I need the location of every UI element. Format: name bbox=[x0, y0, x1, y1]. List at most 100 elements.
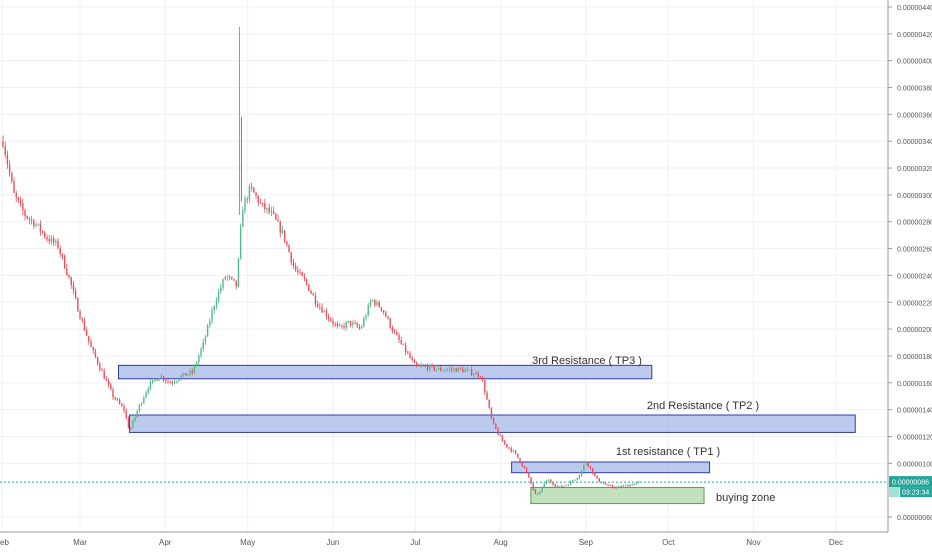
candle-body bbox=[213, 305, 215, 311]
candle-body bbox=[270, 211, 273, 213]
candle-body bbox=[519, 458, 521, 463]
candle-body bbox=[607, 484, 609, 486]
candle-body bbox=[55, 240, 57, 243]
candle-body bbox=[279, 221, 281, 233]
tp3-label: 3rd Resistance ( TP3 ) bbox=[532, 355, 642, 367]
candle-body bbox=[602, 482, 605, 484]
candle-body bbox=[176, 380, 178, 383]
candle-body bbox=[462, 368, 464, 373]
candle-body bbox=[521, 462, 523, 467]
candle-body bbox=[204, 336, 207, 342]
candle-body bbox=[629, 484, 631, 487]
candle-body bbox=[6, 154, 9, 165]
resistance-zone-box[interactable] bbox=[128, 414, 856, 433]
candle-body bbox=[473, 374, 475, 376]
candle-body bbox=[598, 478, 600, 482]
candle-body bbox=[224, 277, 226, 280]
countdown-label: 03:23:34 bbox=[902, 490, 929, 497]
candle-body bbox=[334, 324, 336, 325]
candle-body bbox=[576, 477, 578, 480]
candle-body bbox=[633, 483, 636, 486]
candle-body bbox=[532, 483, 534, 490]
candle-body bbox=[585, 461, 587, 465]
candle-body bbox=[83, 320, 86, 331]
candle-body bbox=[404, 344, 407, 353]
candle-body bbox=[534, 489, 537, 494]
candle-body bbox=[547, 479, 550, 482]
candle-body bbox=[429, 365, 431, 370]
candle-body bbox=[369, 301, 372, 306]
tp1-label: 1st resistance ( TP1 ) bbox=[616, 446, 720, 458]
candle-body bbox=[184, 372, 187, 376]
candle-body bbox=[536, 493, 539, 495]
candle-body bbox=[312, 293, 314, 296]
candle-body bbox=[46, 236, 48, 240]
x-tick-label: Mar bbox=[73, 538, 87, 547]
candle-body bbox=[580, 470, 583, 476]
grid bbox=[0, 0, 888, 532]
candle-body bbox=[426, 366, 429, 370]
candle-body bbox=[484, 380, 486, 393]
candle-body bbox=[301, 272, 303, 277]
candle-body bbox=[437, 367, 440, 370]
candle-body bbox=[587, 461, 589, 467]
candle-body bbox=[143, 397, 145, 404]
candle-body bbox=[358, 326, 361, 329]
resistance-zone-box[interactable] bbox=[511, 461, 711, 474]
candle-body bbox=[453, 368, 455, 370]
candle-body bbox=[226, 276, 229, 278]
candle-body bbox=[396, 332, 398, 336]
candle-body bbox=[622, 485, 625, 488]
candle-body bbox=[415, 362, 418, 366]
candle-body bbox=[389, 318, 391, 328]
candle-body bbox=[323, 310, 325, 313]
candle-body bbox=[422, 365, 424, 367]
candle-body bbox=[605, 483, 607, 485]
candle-body bbox=[376, 301, 378, 306]
candle-body bbox=[424, 365, 427, 367]
candle-body bbox=[48, 239, 50, 242]
x-tick-label: Jun bbox=[326, 538, 339, 547]
current-price-line: 0.00000086 03:23:34 bbox=[0, 476, 932, 498]
candle-body bbox=[409, 353, 411, 358]
candle-body bbox=[11, 173, 13, 182]
y-tick-label: 0.00000060 bbox=[897, 515, 932, 522]
candle-body bbox=[281, 230, 284, 233]
y-tick-label: 0.00000180 bbox=[897, 354, 932, 361]
candle-body bbox=[286, 241, 288, 246]
candle-body bbox=[501, 435, 504, 442]
candle-body bbox=[85, 330, 88, 336]
candles bbox=[2, 27, 640, 496]
candle-body bbox=[277, 219, 279, 222]
candle-body bbox=[105, 378, 108, 381]
candle-body bbox=[74, 290, 77, 299]
candle-body bbox=[382, 310, 385, 313]
candle-body bbox=[4, 146, 6, 155]
candle-body bbox=[283, 230, 286, 242]
y-tick-label: 0.00000360 bbox=[897, 112, 932, 119]
candle-body bbox=[347, 320, 350, 323]
candle-body bbox=[244, 198, 246, 211]
candle-body bbox=[68, 274, 70, 278]
candle-body bbox=[479, 376, 482, 378]
buying-zone-box[interactable] bbox=[530, 486, 705, 505]
candle-body bbox=[297, 270, 299, 273]
candle-body bbox=[360, 326, 363, 329]
candle-body bbox=[125, 410, 127, 418]
y-tick-label: 0.00000220 bbox=[897, 300, 932, 307]
candle-body bbox=[594, 473, 596, 476]
candle-body bbox=[145, 392, 147, 398]
candle-body bbox=[250, 186, 253, 188]
candle-body bbox=[572, 480, 574, 482]
candle-body bbox=[160, 376, 163, 379]
candle-body bbox=[103, 371, 105, 379]
candle-body bbox=[35, 224, 37, 227]
zones bbox=[117, 364, 856, 505]
candle-body bbox=[464, 370, 466, 373]
candle-body bbox=[167, 381, 169, 382]
resistance-zone-box[interactable] bbox=[117, 364, 653, 380]
y-tick-label: 0.00000300 bbox=[897, 193, 932, 200]
x-tick-label: Dec bbox=[829, 538, 843, 547]
candle-body bbox=[259, 202, 262, 204]
